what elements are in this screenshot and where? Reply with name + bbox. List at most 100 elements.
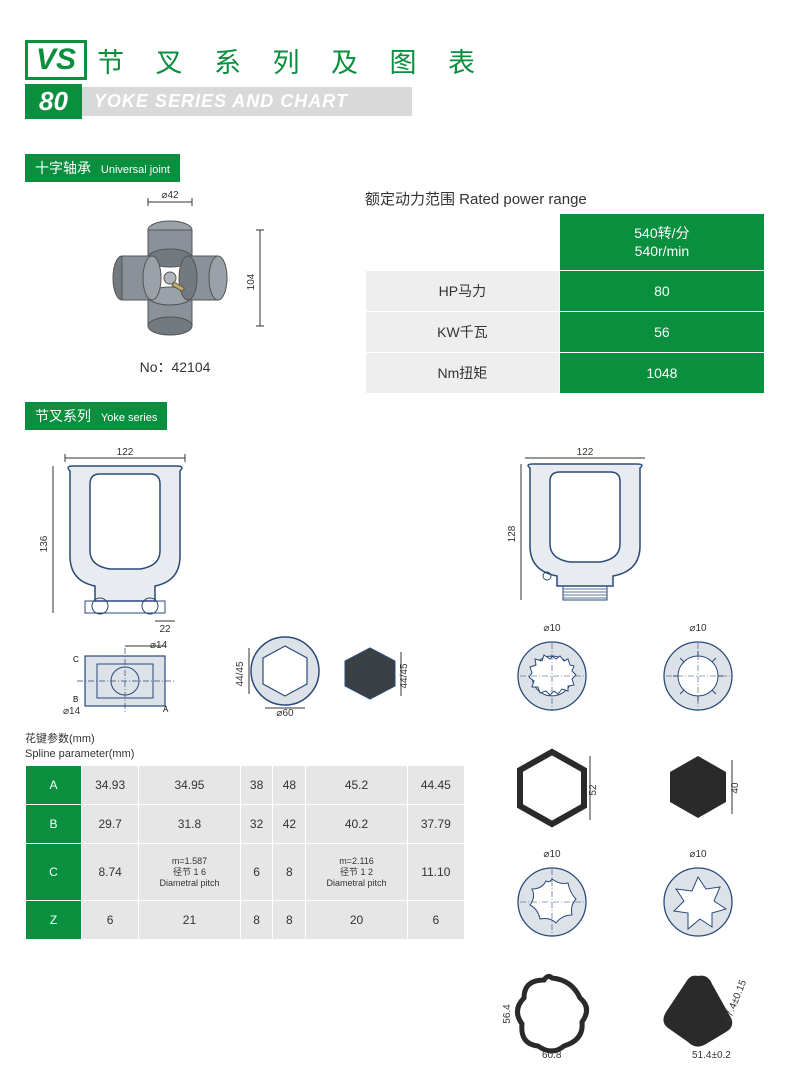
power-value-kw: 56	[559, 312, 764, 353]
spline-cell: 8	[273, 843, 306, 900]
profile-grid: ⌀10 ⌀10	[485, 621, 765, 1065]
spline-row-label: B	[26, 804, 82, 843]
profile-star-1: ⌀10	[485, 847, 619, 952]
yoke-left-drawing: 122 136 22 ⌀14	[25, 446, 225, 726]
yoke-right-column: 122 128 ⌀10	[485, 446, 765, 1065]
spline-cell: 8.74	[82, 843, 139, 900]
table-row: B29.731.8324240.237.79	[26, 804, 465, 843]
table-row: HP马力 80	[366, 271, 765, 312]
spline-cell: m=2.116径节 1 2Diametral pitch	[306, 843, 407, 900]
spline-cell: 20	[306, 901, 407, 940]
power-range-block: 额定动力范围 Rated power range 540转/分 540r/min…	[365, 188, 765, 394]
header-bottom-row: 80 YOKE SERIES AND CHART	[25, 84, 765, 119]
spline-cell: 32	[240, 804, 273, 843]
profile-star-2: ⌀10	[631, 847, 765, 952]
svg-text:⌀14: ⌀14	[63, 706, 81, 717]
svg-text:⌀10: ⌀10	[543, 623, 561, 634]
spline-cell: 6	[240, 843, 273, 900]
power-range-title: 额定动力范围 Rated power range	[365, 188, 765, 209]
svg-text:56.4: 56.4	[502, 1004, 513, 1024]
profile-hex-solid: 40	[631, 734, 765, 839]
power-header-rpm: 540转/分 540r/min	[559, 214, 764, 271]
svg-text:⌀60: ⌀60	[276, 708, 294, 719]
spline-cell: 29.7	[82, 804, 139, 843]
svg-text:44/45: 44/45	[235, 661, 246, 686]
hex-profile-drawing: ⌀60 44/45 44/45	[235, 616, 415, 726]
spline-cell: 45.2	[306, 765, 407, 804]
table-row: KW千瓦 56	[366, 312, 765, 353]
section-label-yoke-series: 节叉系列 Yoke series	[25, 402, 167, 430]
svg-text:⌀10: ⌀10	[689, 849, 707, 860]
svg-text:136: 136	[39, 536, 50, 553]
subtitle-english: YOKE SERIES AND CHART	[82, 87, 412, 116]
profile-lemon: 60.8 56.4	[485, 960, 619, 1065]
profile-spline-1: ⌀10	[485, 621, 619, 726]
power-label-kw: KW千瓦	[366, 312, 560, 353]
section-label-en: Universal joint	[101, 164, 170, 176]
yoke-right-drawing: 122 128	[485, 446, 685, 616]
profile-hex-tube: 52	[485, 734, 619, 839]
section-label-en: Yoke series	[101, 412, 157, 424]
spline-caption: 花键参数(mm) Spline parameter(mm)	[25, 732, 465, 761]
model-number-badge: 80	[25, 84, 82, 119]
spline-cell: 8	[240, 901, 273, 940]
header-top-row: VS 节 叉 系 列 及 图 表	[25, 40, 765, 80]
profile-triangle: 51.4±0.2 47.4±0.15	[631, 960, 765, 1065]
ujoint-svg: ⌀42	[60, 188, 290, 348]
table-row: A34.9334.95384845.244.45	[26, 765, 465, 804]
spline-row-label: Z	[26, 901, 82, 940]
svg-text:47.4±0.15: 47.4±0.15	[722, 978, 748, 1024]
spline-cell: 31.8	[139, 804, 240, 843]
universal-joint-row: ⌀42	[25, 188, 765, 394]
spline-cell: 11.10	[407, 843, 464, 900]
power-label-hp: HP马力	[366, 271, 560, 312]
spline-cell: 6	[407, 901, 464, 940]
power-value-nm: 1048	[559, 353, 764, 394]
title-chinese: 节 叉 系 列 及 图 表	[97, 41, 487, 80]
svg-text:60.8: 60.8	[542, 1050, 562, 1060]
section-label-cn: 十字轴承	[35, 160, 91, 176]
svg-text:51.4±0.2: 51.4±0.2	[692, 1050, 731, 1060]
ujoint-part-number: No：42104	[25, 357, 325, 377]
spline-cell: 6	[82, 901, 139, 940]
svg-text:⌀10: ⌀10	[543, 849, 561, 860]
spline-cell: 42	[273, 804, 306, 843]
table-row: Nm扭矩 1048	[366, 353, 765, 394]
svg-text:B: B	[73, 695, 78, 704]
spline-cell: 34.95	[139, 765, 240, 804]
spline-cell: 38	[240, 765, 273, 804]
section-label-universal-joint: 十字轴承 Universal joint	[25, 154, 180, 182]
ujoint-diagram: ⌀42	[25, 188, 325, 394]
ujoint-height: 104	[246, 273, 257, 290]
spline-parameter-table: A34.9334.95384845.244.45B29.731.8324240.…	[25, 765, 465, 940]
ujoint-diameter: ⌀42	[161, 190, 179, 201]
spline-cell: 34.93	[82, 765, 139, 804]
svg-text:⌀10: ⌀10	[689, 623, 707, 634]
yoke-diagrams-area: 122 136 22 ⌀14	[25, 446, 765, 1065]
spline-cell: 40.2	[306, 804, 407, 843]
yoke-left-column: 122 136 22 ⌀14	[25, 446, 465, 1065]
table-row: C8.74m=1.587径节 1 6Diametral pitch68m=2.1…	[26, 843, 465, 900]
svg-text:122: 122	[577, 447, 594, 458]
svg-text:C: C	[73, 655, 79, 664]
svg-text:128: 128	[507, 526, 518, 543]
power-range-table: 540转/分 540r/min HP马力 80 KW千瓦 56 Nm扭矩 104…	[365, 213, 765, 394]
power-value-hp: 80	[559, 271, 764, 312]
spline-row-label: C	[26, 843, 82, 900]
spline-row-label: A	[26, 765, 82, 804]
table-row: 540转/分 540r/min	[366, 214, 765, 271]
power-label-nm: Nm扭矩	[366, 353, 560, 394]
spline-cell: 8	[273, 901, 306, 940]
spline-cell: m=1.587径节 1 6Diametral pitch	[139, 843, 240, 900]
table-row: Z62188206	[26, 901, 465, 940]
spline-cell: 21	[139, 901, 240, 940]
section-label-cn: 节叉系列	[35, 408, 91, 424]
svg-text:22: 22	[159, 624, 171, 635]
profile-spline-2: ⌀10	[631, 621, 765, 726]
spline-cell: 44.45	[407, 765, 464, 804]
svg-text:A: A	[163, 705, 169, 714]
svg-text:122: 122	[117, 447, 134, 458]
page-header: VS 节 叉 系 列 及 图 表 80 YOKE SERIES AND CHAR…	[25, 40, 765, 119]
spline-cell: 37.79	[407, 804, 464, 843]
vs-badge: VS	[25, 40, 87, 80]
